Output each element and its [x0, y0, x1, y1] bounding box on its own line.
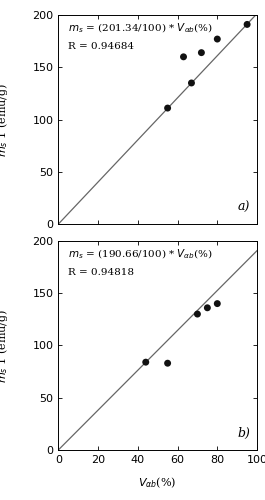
Text: $V_{\alpha b}$(%): $V_{\alpha b}$(%) — [138, 475, 177, 490]
Point — [215, 300, 219, 308]
Point — [205, 304, 210, 312]
Text: R = 0.94684: R = 0.94684 — [68, 42, 134, 51]
Point — [215, 35, 219, 43]
Text: $m_s$ 1 (emu/g): $m_s$ 1 (emu/g) — [0, 82, 10, 157]
Point — [245, 20, 249, 28]
Point — [144, 358, 148, 366]
Point — [165, 359, 170, 367]
Point — [195, 310, 200, 318]
Text: a): a) — [237, 200, 250, 213]
Point — [189, 79, 193, 87]
Point — [181, 53, 186, 61]
Text: $m_s$ = (201.34/100) * $V_{\alpha b}$(%): $m_s$ = (201.34/100) * $V_{\alpha b}$(%) — [68, 22, 213, 35]
Text: $m_s$ 1 (emu/g): $m_s$ 1 (emu/g) — [0, 308, 10, 382]
Text: $m_s$ = (190.66/100) * $V_{\alpha b}$(%): $m_s$ = (190.66/100) * $V_{\alpha b}$(%) — [68, 247, 213, 260]
Point — [199, 48, 204, 56]
Text: R = 0.94818: R = 0.94818 — [68, 268, 134, 277]
Text: b): b) — [237, 426, 250, 440]
Point — [165, 104, 170, 112]
